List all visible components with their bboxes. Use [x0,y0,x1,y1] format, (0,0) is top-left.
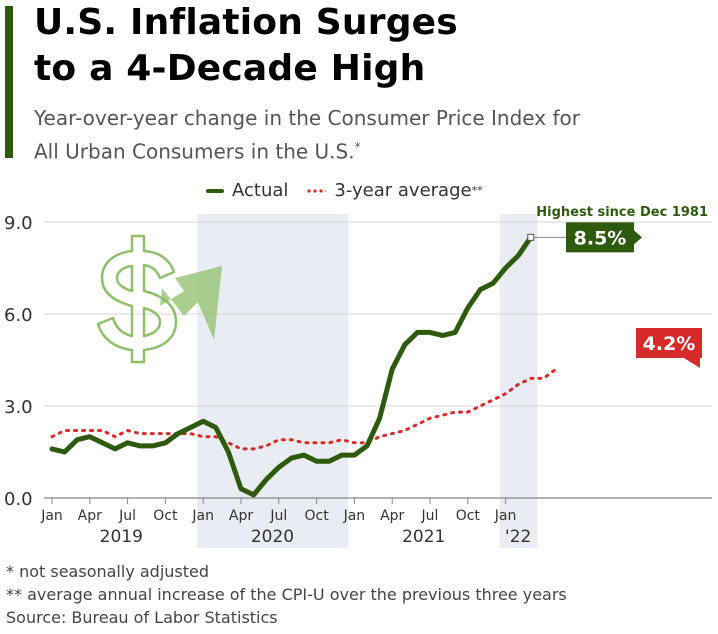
legend-item-actual: Actual [206,180,288,201]
dollar-sign-shape [96,234,178,364]
chart-legend: Actual 3-year average ** [206,180,501,201]
chart-subtitle-line-2: All Urban Consumers in the U.S.* [34,133,580,167]
series-line-actual [49,234,534,498]
legend-swatch-average [306,188,327,193]
x-tick-label: Oct [153,508,178,524]
x-tick-label: Jan [343,508,366,524]
footnotes: * not seasonally adjusted ** average ann… [6,560,567,629]
footnote-seasonal: * not seasonally adjusted [6,562,210,581]
y-tick-label: 0.0 [4,489,33,510]
actual-value-label: 8.5% [574,227,627,249]
average-value-badge-pointer [684,358,700,368]
subtitle-footnote-mark: * [354,140,361,154]
title-accent-bar [5,6,13,158]
axis-labels: 0.0 3.0 6.0 9.0 Jan Apr Jul Oct Jan Apr Jul Oct Jan A… [4,213,531,547]
line-chart: 0.0 3.0 6.0 9.0 Jan Apr Jul Oct Jan Apr Jul Oct Jan A… [4,205,712,548]
legend-item-average: 3-year average ** [306,180,483,201]
x-tick-label: Apr [229,508,253,524]
y-tick-label: 3.0 [4,397,33,418]
average-value-badge [636,328,702,358]
x-year-label: 2020 [251,527,294,547]
x-tick-label: Jan [494,508,517,524]
legend-swatch-actual [206,188,224,193]
x-tick-label: Apr [78,508,102,524]
x-tick-label: Oct [456,508,481,524]
actual-value-badge-pointer [634,230,642,245]
actual-value-badge [566,222,634,253]
chart-title-line-1: U.S. Inflation Surges [34,2,458,43]
x-tick-label: Jan [191,508,214,524]
chart-subtitle-line-2-text: All Urban Consumers in the U.S. [34,139,355,164]
y-tick-label: 6.0 [4,305,33,326]
legend-label-average: 3-year average [334,180,472,201]
average-value-label: 4.2% [643,333,696,355]
dollar-sign-with-rising-arrow-icon [96,234,222,364]
chart-title: U.S. Inflation Surges to a 4-Decade High [34,0,458,92]
x-tick-label: Jan [40,508,63,524]
rising-arrow-shape [160,266,222,340]
chart-title-line-2: to a 4-Decade High [34,48,426,89]
footnote-average: ** average annual increase of the CPI-U … [6,585,567,604]
actual-endpoint-marker [527,233,535,241]
legend-footnote-mark: ** [471,184,483,197]
shaded-period-1 [197,214,349,548]
chart-subtitle-line-1: Year-over-year change in the Consumer Pr… [34,106,580,130]
shade-layer [197,214,538,548]
x-year-label: 2021 [402,527,445,547]
legend-label-actual: Actual [232,180,289,201]
x-tick-label: Jul [269,508,287,524]
x-tick-label: Jul [421,508,439,524]
x-tick-label: Jul [118,508,136,524]
y-tick-label: 9.0 [4,213,33,234]
chart-subtitle: Year-over-year change in the Consumer Pr… [34,104,580,167]
x-year-label: 2019 [100,527,143,547]
x-year-label: '22 [505,527,531,547]
source-note: Source: Bureau of Labor Statistics [6,608,278,627]
highest-since-label: Highest since Dec 1981 [536,205,708,220]
series-line-3-year-average [50,367,558,451]
x-tick-label: Apr [380,508,404,524]
x-tick-label: Oct [304,508,329,524]
annotations: Highest since Dec 1981 8.5% 4.2% [527,205,708,368]
